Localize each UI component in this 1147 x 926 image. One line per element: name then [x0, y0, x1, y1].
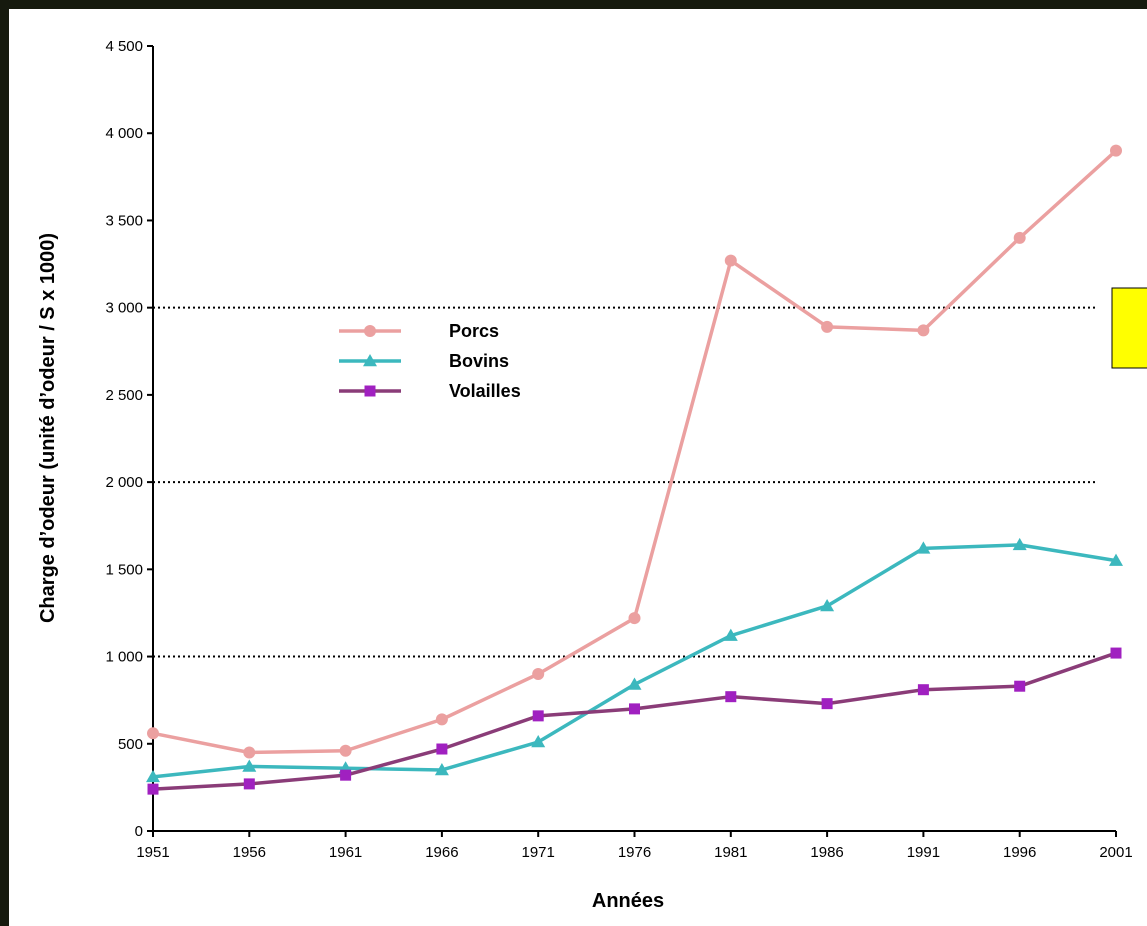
y-tick-label: 500	[118, 736, 143, 753]
y-tick-label: 1 000	[105, 649, 143, 666]
data-point-volailles	[340, 769, 352, 781]
y-tick-label: 2 000	[105, 474, 143, 491]
data-point-bovins	[1012, 537, 1027, 551]
data-point-bovins	[916, 541, 931, 554]
x-tick-label: 1981	[714, 844, 747, 861]
series-layer	[146, 144, 1123, 795]
data-point-volailles	[147, 783, 159, 795]
series-bovins	[146, 537, 1123, 783]
data-point-porcs	[435, 713, 448, 726]
data-point-porcs	[147, 727, 159, 740]
data-point-volailles	[725, 691, 737, 703]
x-tick-label: 2001	[1099, 844, 1132, 861]
legend-swatch-marker	[363, 354, 377, 367]
y-tick-label: 0	[135, 823, 143, 840]
x-tick-label: 1951	[136, 844, 169, 861]
legend-label: Porcs	[449, 321, 499, 341]
x-tick-label: 1976	[618, 844, 651, 861]
y-tick-label: 4 000	[105, 125, 143, 142]
x-tick-label: 1971	[522, 844, 555, 861]
gridlines	[153, 306, 1097, 658]
legend: Porcs Bovins Volailles	[339, 321, 521, 401]
data-point-porcs	[628, 612, 641, 625]
y-tick-label: 4 500	[105, 38, 143, 55]
series-porcs	[147, 144, 1122, 759]
data-point-porcs	[821, 320, 834, 333]
data-point-bovins	[820, 598, 835, 612]
legend-item-bovins: Bovins	[339, 351, 509, 371]
data-point-volailles	[243, 778, 255, 790]
y-axis-title: Charge d’odeur (unité d’odeur / S x 1000…	[37, 233, 59, 623]
data-point-porcs	[1013, 231, 1026, 244]
legend-swatch-marker	[364, 385, 376, 397]
data-point-volailles	[532, 710, 544, 722]
data-point-bovins	[1109, 553, 1123, 566]
x-axis-ticks: 1951 1956 1961 1966 1971 1976 1981 1986 1991 1996…	[136, 831, 1133, 861]
data-point-bovins	[531, 735, 546, 748]
data-point-porcs	[532, 668, 545, 680]
data-point-bovins	[723, 628, 738, 641]
data-point-porcs	[917, 324, 930, 337]
x-tick-label: 1966	[425, 844, 458, 861]
y-axis-ticks: 0 500 1 000 1 500 2 000 2 500 3 000 3 500 4 000 4…	[105, 38, 153, 840]
x-tick-label: 1991	[907, 844, 940, 861]
legend-label: Volailles	[449, 381, 521, 401]
data-point-volailles	[1014, 680, 1026, 692]
data-point-porcs	[243, 746, 256, 759]
series-volailles	[147, 647, 1122, 795]
series-line-bovins	[152, 543, 1117, 779]
y-tick-label: 3 000	[105, 300, 143, 317]
x-tick-label: 1956	[233, 844, 266, 861]
data-point-bovins	[242, 759, 257, 772]
chart-frame: 0 500 1 000 1 500 2 000 2 500 3 000 3 500 4 000 4…	[9, 9, 1147, 926]
y-tick-label: 1 500	[105, 561, 143, 578]
data-point-volailles	[1110, 647, 1122, 659]
legend-swatch-marker	[364, 325, 376, 337]
data-point-bovins	[434, 762, 449, 776]
data-point-porcs	[724, 254, 737, 267]
x-tick-label: 1986	[810, 844, 843, 861]
series-line-porcs	[152, 149, 1118, 755]
data-point-volailles	[821, 698, 833, 710]
line-chart: 0 500 1 000 1 500 2 000 2 500 3 000 3 500 4 000 4…	[37, 38, 1147, 912]
annotation-box	[1111, 287, 1147, 369]
x-axis-title: Années	[592, 890, 664, 912]
x-tick-label: 1996	[1003, 844, 1036, 861]
y-tick-label: 3 500	[105, 212, 143, 229]
legend-label: Bovins	[449, 351, 509, 371]
data-point-volailles	[917, 684, 929, 696]
data-point-porcs	[1110, 144, 1122, 157]
data-point-bovins	[627, 677, 642, 690]
data-point-bovins	[146, 769, 160, 783]
data-point-volailles	[436, 743, 448, 755]
legend-item-volailles: Volailles	[339, 381, 521, 401]
data-point-porcs	[339, 744, 352, 757]
y-tick-label: 2 500	[105, 387, 143, 404]
legend-item-porcs: Porcs	[339, 321, 499, 341]
data-point-volailles	[629, 703, 640, 715]
x-tick-label: 1961	[329, 844, 362, 861]
